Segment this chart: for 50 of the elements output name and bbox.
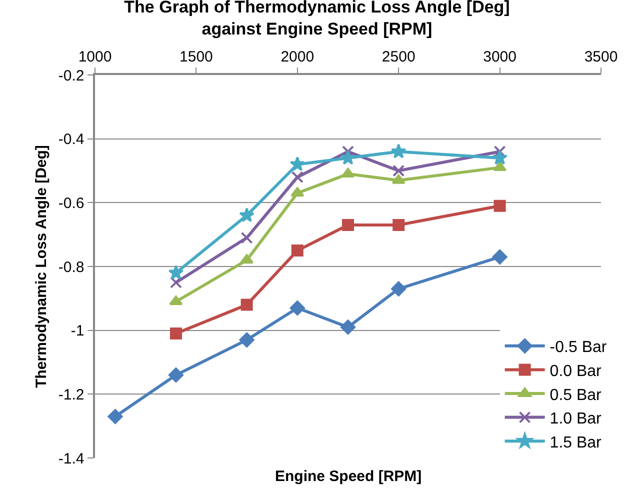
- legend-label: 1.5 Bar: [550, 434, 602, 452]
- point: [290, 300, 305, 316]
- point: [239, 332, 254, 348]
- point: [493, 162, 507, 172]
- y-tick-label: -1.2: [58, 386, 84, 404]
- y-tick-label: -1: [70, 322, 84, 340]
- point: [170, 328, 182, 340]
- point: [341, 168, 355, 178]
- point: [239, 207, 254, 222]
- legend-label: -0.5 Bar: [550, 339, 608, 356]
- point: [492, 150, 508, 165]
- chart-title: The Graph of Thermodynamic Loss Angle [Deg] against Engine Speed [RPM]: [124, 0, 510, 39]
- point: [340, 150, 356, 165]
- y-tick-label: -0.8: [58, 258, 84, 276]
- y-axis-title: Thermodynamic Loss Angle [Deg]: [33, 145, 50, 388]
- point: [240, 254, 254, 264]
- x-tick-label: 1000: [78, 48, 112, 66]
- x-tick-label: 1500: [180, 48, 213, 66]
- point: [290, 156, 306, 172]
- y-tick-label: -0.4: [58, 131, 84, 148]
- point: [290, 187, 304, 197]
- point: [169, 296, 183, 306]
- x-tick-label: 3000: [483, 48, 516, 66]
- point: [492, 249, 508, 264]
- y-tick-label: -0.6: [58, 194, 84, 212]
- legend-label: 0.5 Bar: [550, 386, 602, 404]
- point: [168, 264, 184, 280]
- x-tick-label: 2500: [382, 48, 416, 66]
- x-axis-title: Engine Speed [RPM]: [275, 468, 422, 485]
- point: [391, 281, 406, 296]
- x-tick-label: 3500: [584, 48, 618, 66]
- point: [392, 174, 406, 184]
- point: [494, 200, 506, 212]
- point: [240, 232, 253, 244]
- point: [108, 409, 123, 424]
- point: [291, 244, 304, 257]
- y-tick-label: -1.4: [58, 450, 84, 468]
- point: [392, 164, 405, 177]
- point: [168, 368, 184, 383]
- legend-label: 0.0 Bar: [550, 362, 602, 380]
- point: [170, 276, 182, 288]
- y-tick-label: -0.2: [58, 67, 84, 84]
- legend-label: 1.0 Bar: [550, 410, 602, 428]
- point: [340, 320, 356, 335]
- point: [291, 171, 304, 184]
- point: [392, 219, 405, 232]
- point: [342, 219, 354, 232]
- point: [240, 298, 253, 311]
- point: [390, 144, 406, 158]
- x-tick-label: 2000: [280, 48, 314, 66]
